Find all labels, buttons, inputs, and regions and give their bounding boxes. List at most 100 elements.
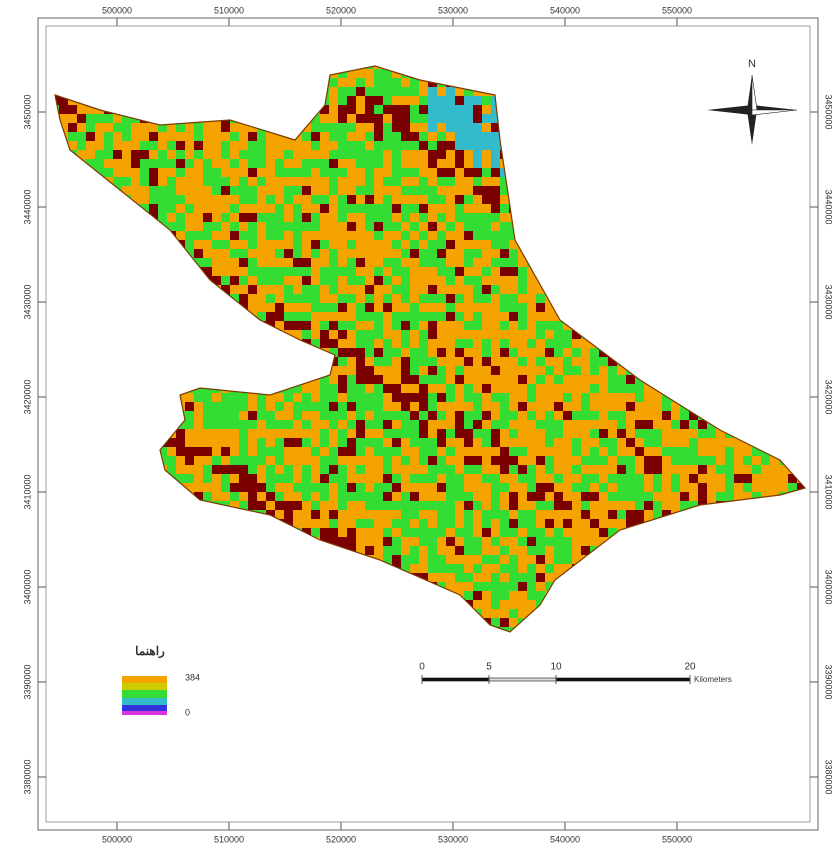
raster-cell (194, 159, 204, 169)
raster-cell (212, 168, 222, 178)
raster-cell (482, 285, 492, 295)
raster-cell (410, 501, 420, 511)
raster-cell (293, 267, 303, 277)
raster-cell (392, 474, 402, 484)
raster-cell (239, 420, 249, 430)
raster-cell (221, 267, 231, 277)
raster-cell (410, 114, 420, 124)
raster-cell (527, 573, 537, 583)
raster-cell (284, 501, 294, 511)
raster-cell (401, 501, 411, 511)
raster-cell (392, 519, 402, 529)
raster-cell (545, 429, 555, 439)
raster-cell (491, 258, 501, 268)
raster-cell (410, 105, 420, 115)
raster-cell (473, 456, 483, 466)
raster-cell (257, 438, 267, 448)
raster-cell (356, 150, 366, 160)
raster-cell (329, 276, 339, 286)
raster-cell (500, 330, 510, 340)
raster-cell (437, 555, 447, 565)
raster-cell (446, 483, 456, 493)
raster-cell (320, 303, 330, 313)
raster-cell (680, 456, 690, 466)
raster-cell (383, 159, 393, 169)
raster-cell (446, 393, 456, 403)
raster-cell (581, 510, 591, 520)
raster-cell (482, 294, 492, 304)
raster-cell (563, 501, 573, 511)
raster-cell (482, 546, 492, 556)
raster-cell (338, 213, 348, 223)
raster-cell (320, 195, 330, 205)
raster-cell (671, 420, 681, 430)
raster-cell (545, 375, 555, 385)
raster-cell (599, 357, 609, 367)
raster-cell (338, 78, 348, 88)
raster-cell (185, 456, 195, 466)
raster-cell (320, 213, 330, 223)
raster-cell (473, 384, 483, 394)
raster-cell (392, 384, 402, 394)
raster-cell (392, 537, 402, 547)
raster-cell (374, 276, 384, 286)
raster-cell (671, 456, 681, 466)
raster-cell (455, 168, 465, 178)
raster-cell (734, 483, 744, 493)
raster-cell (446, 447, 456, 457)
raster-cell (491, 402, 501, 412)
raster-cell (302, 159, 312, 169)
raster-cell (545, 357, 555, 367)
raster-cell (698, 465, 708, 475)
raster-cell (392, 492, 402, 502)
raster-cell (392, 204, 402, 214)
raster-cell (410, 447, 420, 457)
raster-cell (563, 411, 573, 421)
raster-cell (491, 465, 501, 475)
raster-cell (347, 249, 357, 259)
raster-cell (419, 213, 429, 223)
raster-cell (275, 447, 285, 457)
raster-cell (527, 447, 537, 457)
raster-cell (356, 69, 366, 79)
raster-cell (383, 465, 393, 475)
raster-cell (338, 465, 348, 475)
raster-cell (428, 366, 438, 376)
raster-cell (419, 123, 429, 133)
raster-cell (455, 564, 465, 574)
raster-cell (473, 438, 483, 448)
raster-cell (500, 276, 510, 286)
raster-cell (707, 429, 717, 439)
raster-cell (572, 492, 582, 502)
raster-cell (428, 510, 438, 520)
raster-cell (410, 222, 420, 232)
raster-cell (419, 348, 429, 358)
raster-cell (257, 420, 267, 430)
raster-cell (428, 321, 438, 331)
raster-cell (257, 258, 267, 268)
raster-cell (347, 105, 357, 115)
raster-cell (320, 267, 330, 277)
raster-cell (545, 393, 555, 403)
raster-cell (86, 150, 96, 160)
raster-cell (725, 492, 735, 502)
raster-cell (374, 123, 384, 133)
raster-cell (608, 483, 618, 493)
raster-cell (230, 132, 240, 142)
raster-cell (275, 177, 285, 187)
raster-cell (248, 393, 258, 403)
raster-cell (140, 123, 150, 133)
raster-cell (311, 402, 321, 412)
raster-cell (482, 510, 492, 520)
raster-cell (545, 330, 555, 340)
raster-cell (662, 456, 672, 466)
raster-cell (644, 438, 654, 448)
raster-cell (473, 222, 483, 232)
raster-cell (167, 177, 177, 187)
raster-cell (446, 339, 456, 349)
raster-cell (527, 411, 537, 421)
raster-cell (320, 312, 330, 322)
raster-cell (257, 222, 267, 232)
raster-cell (464, 573, 474, 583)
raster-cell (509, 564, 519, 574)
